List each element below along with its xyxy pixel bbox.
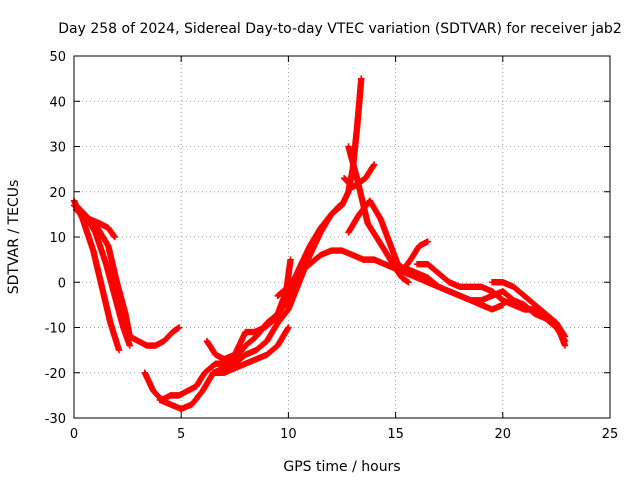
y-tick-label: 30 bbox=[49, 141, 66, 156]
x-tick-label: 20 bbox=[495, 427, 512, 442]
data-point bbox=[175, 324, 183, 331]
y-tick-label: -30 bbox=[45, 412, 66, 427]
x-tick-label: 0 bbox=[70, 427, 78, 442]
data-point bbox=[287, 256, 294, 263]
chart-title: Day 258 of 2024, Sidereal Day-to-day VTE… bbox=[58, 21, 621, 37]
data-point bbox=[424, 238, 431, 245]
x-axis-label: GPS time / hours bbox=[283, 459, 400, 475]
data-point bbox=[358, 75, 365, 82]
data-point bbox=[285, 324, 292, 331]
y-tick-label: -20 bbox=[45, 367, 66, 382]
y-axis-label: SDTVAR / TECUs bbox=[6, 180, 22, 295]
x-tick-label: 15 bbox=[387, 427, 404, 442]
y-tick-label: 10 bbox=[49, 231, 66, 246]
data-points bbox=[70, 75, 569, 413]
grid bbox=[74, 56, 610, 418]
y-tick-label: 40 bbox=[49, 95, 66, 110]
data-point bbox=[370, 161, 378, 168]
y-tick-label: -10 bbox=[45, 322, 66, 337]
x-tick-label: 25 bbox=[602, 427, 619, 442]
data-point bbox=[126, 342, 133, 349]
axis-ticks: 0 5 10 15 20 25 -30 -20 -10 0 10 20 30 40 50 bbox=[45, 50, 619, 442]
x-tick-label: 5 bbox=[177, 427, 185, 442]
x-tick-label: 10 bbox=[280, 427, 297, 442]
data-point bbox=[115, 346, 123, 354]
data-point bbox=[405, 279, 412, 286]
y-tick-label: 0 bbox=[58, 276, 66, 291]
data-point bbox=[111, 233, 118, 241]
y-tick-label: 20 bbox=[49, 186, 66, 201]
y-tick-label: 50 bbox=[49, 50, 66, 65]
data-point bbox=[561, 342, 569, 349]
